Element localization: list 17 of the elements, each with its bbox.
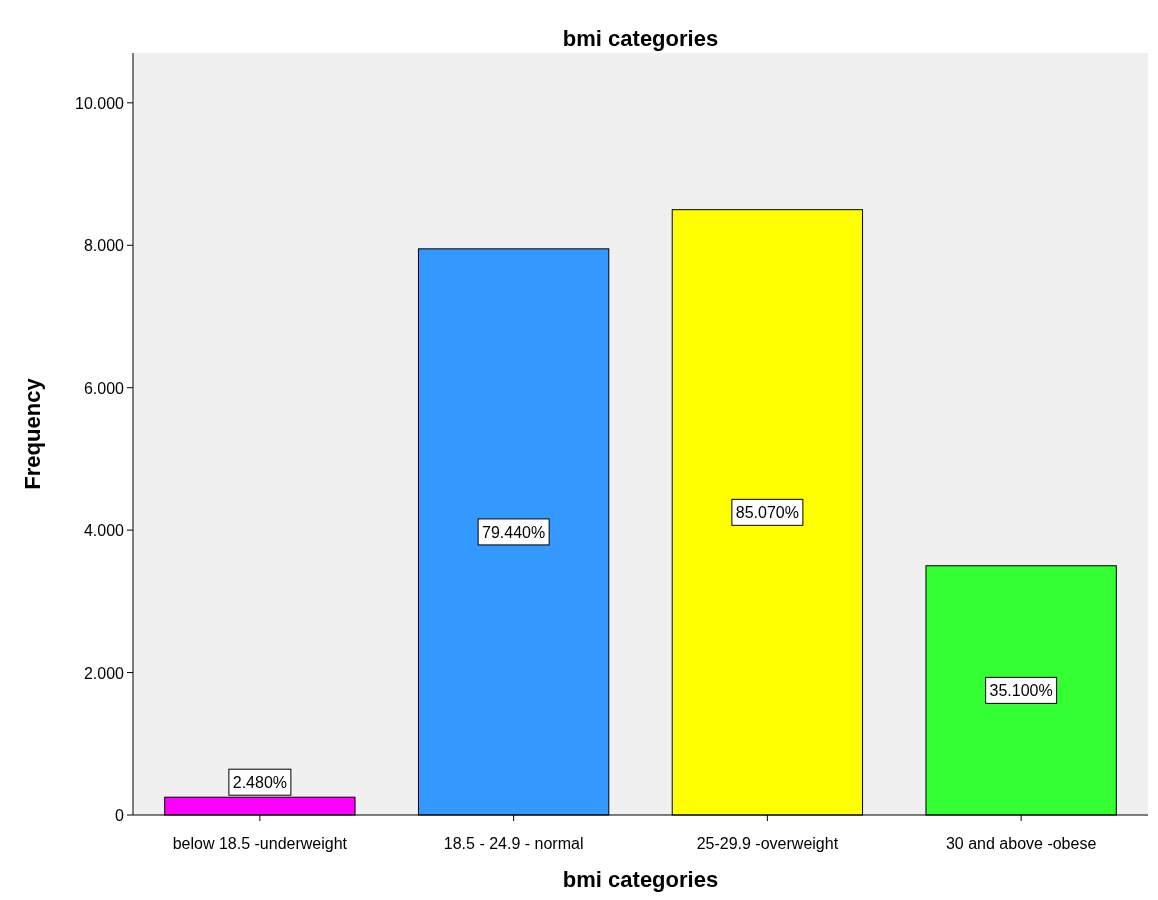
x-tick-label: 18.5 - 24.9 - normal: [443, 835, 584, 852]
y-axis-title: Frequency: [20, 377, 45, 490]
y-tick-label: 6.000: [83, 379, 125, 397]
chart-title: bmi categories: [562, 26, 719, 51]
y-tick-label: 4.000: [83, 522, 125, 540]
y-tick-label: 0: [115, 807, 125, 824]
x-tick-label: 25-29.9 -overweight: [696, 835, 839, 852]
annotation: 85.070%: [735, 504, 799, 522]
y-tick-label: 8.000: [83, 237, 125, 255]
annotation: 35.100%: [989, 682, 1053, 700]
annotation: 79.440%: [482, 523, 546, 541]
y-tick-label: 2.000: [83, 664, 125, 682]
x-tick-label: below 18.5 -underweight: [172, 835, 348, 852]
x-axis-title: bmi categories: [562, 867, 719, 892]
y-tick-label: 10.000: [75, 94, 125, 112]
x-tick-label: 30 and above -obese: [945, 835, 1097, 852]
annotation: 2.480%: [232, 774, 288, 792]
